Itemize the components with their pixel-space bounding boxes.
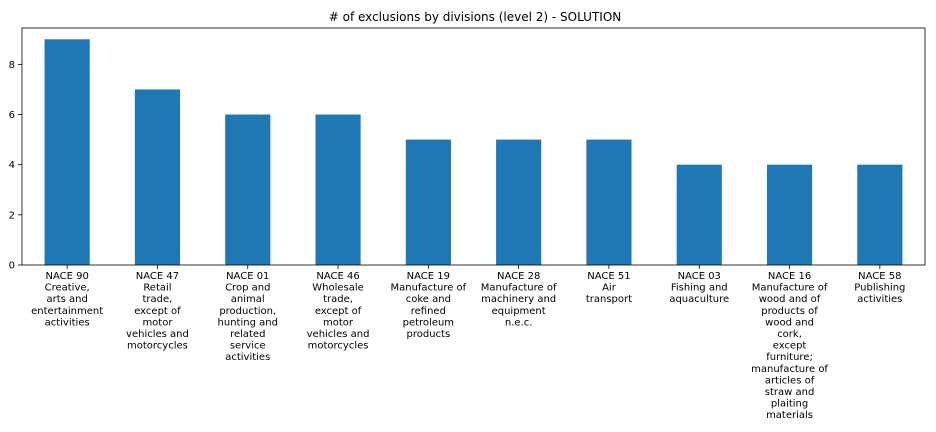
bar — [766, 164, 813, 265]
x-tick-label: NACE 58 Publishing activities — [854, 271, 905, 305]
bar — [676, 164, 722, 265]
y-tick-label: 6 — [9, 110, 15, 121]
bar — [586, 139, 632, 265]
x-tick-label: NACE 51 Air transport — [586, 271, 632, 305]
x-tick-label: NACE 90 Creative, arts and entertainment act… — [31, 271, 103, 328]
bar — [44, 39, 90, 266]
bar — [134, 89, 181, 265]
y-tick-label: 0 — [9, 261, 15, 272]
x-tick-label: NACE 28 Manufacture of machinery and equipm… — [481, 271, 557, 328]
bar — [857, 164, 903, 265]
x-tick-label: NACE 46 Wholesale trade, except of motor vehi… — [307, 271, 370, 352]
x-tick-label: NACE 01 Crop and animal production, hunting … — [218, 271, 278, 363]
chart-title: # of exclusions by divisions (level 2) -… — [329, 10, 622, 24]
x-tick-label: NACE 03 Fishing and aquaculture — [669, 271, 729, 305]
bar — [405, 139, 451, 265]
y-tick-label: 4 — [9, 160, 15, 171]
bar — [225, 114, 271, 266]
axes-frame — [21, 27, 926, 266]
bar — [496, 139, 542, 265]
bar — [315, 114, 361, 266]
y-tick-label: 8 — [9, 60, 15, 71]
x-tick-label: NACE 47 Retail trade, except of motor vehicle… — [126, 271, 189, 352]
y-tick-label: 2 — [9, 210, 15, 221]
x-tick-label: NACE 19 Manufacture of coke and refined petr… — [390, 271, 466, 340]
plot-area: 0 2 4 6 8 NACE 90 Creative, arts and entertainme… — [9, 27, 926, 421]
x-tick-label: NACE 16 Manufacture of wood and of products… — [751, 271, 828, 421]
